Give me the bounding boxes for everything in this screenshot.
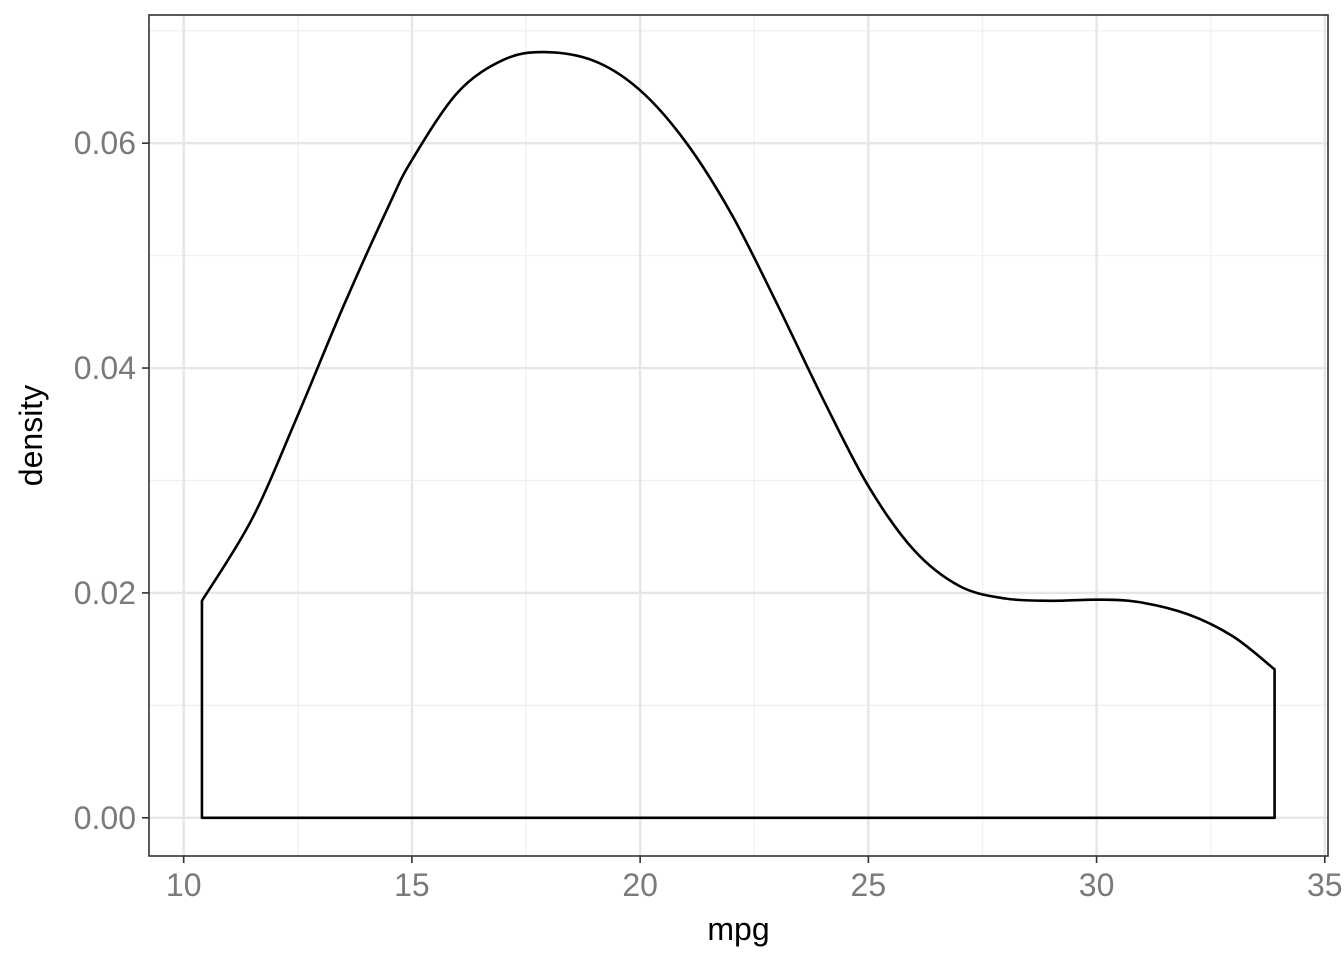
- x-tick-label: 15: [394, 867, 430, 903]
- x-tick-label: 10: [166, 867, 202, 903]
- x-tick-label: 30: [1079, 867, 1115, 903]
- y-axis-title: density: [13, 385, 49, 486]
- minor-gridlines: [149, 15, 1328, 856]
- y-tick-label: 0.06: [74, 125, 136, 161]
- y-tick-label: 0.02: [74, 575, 136, 611]
- x-tick-label: 20: [622, 867, 658, 903]
- y-tick-label: 0.00: [74, 800, 136, 836]
- x-axis-title: mpg: [707, 911, 769, 947]
- x-axis-ticks: [182, 856, 1326, 863]
- x-tick-label: 35: [1307, 867, 1343, 903]
- y-axis-ticks: [142, 142, 149, 819]
- panel-border: [148, 14, 1329, 857]
- density-curve: [200, 50, 1276, 820]
- x-tick-label: 25: [851, 867, 887, 903]
- y-axis-tick-labels: 0.00 0.02 0.04 0.06: [74, 125, 136, 836]
- y-tick-label: 0.04: [74, 350, 136, 386]
- x-axis-tick-labels: 10 15 20 25 30 35: [166, 867, 1343, 903]
